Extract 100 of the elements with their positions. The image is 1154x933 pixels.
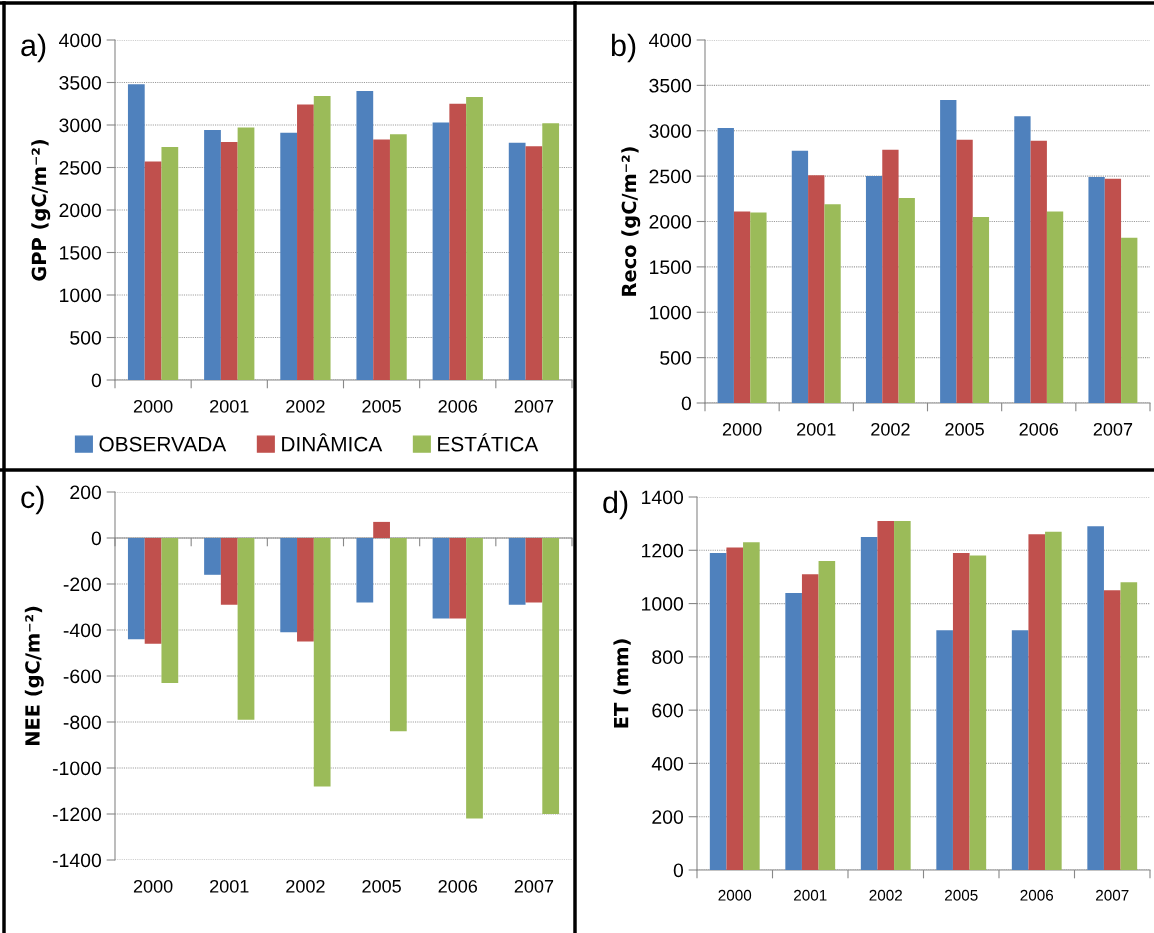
y-tick-label: -400 xyxy=(63,623,102,638)
chart-title: a) xyxy=(21,33,46,63)
bar xyxy=(791,150,809,403)
bar xyxy=(313,96,331,380)
y-tick-label: 4000 xyxy=(59,33,102,48)
x-tick-label: 2001 xyxy=(797,422,836,436)
y-tick-label: -1400 xyxy=(52,853,102,868)
bar xyxy=(1045,531,1062,870)
y-tick-label: 500 xyxy=(70,330,102,345)
x-tick-label: 2007 xyxy=(1096,889,1129,901)
bar xyxy=(449,103,467,380)
x-tick-label: 2000 xyxy=(133,399,173,413)
y-tick-label: 3500 xyxy=(649,78,692,93)
y-tick-label: 500 xyxy=(660,351,692,365)
bar xyxy=(808,175,825,403)
bar xyxy=(297,104,314,380)
bar xyxy=(1103,590,1121,870)
bar xyxy=(969,555,987,870)
y-tick-label: -1200 xyxy=(52,807,102,822)
bar xyxy=(882,149,899,403)
x-tick-label: 2006 xyxy=(438,399,478,413)
x-tick-label: 2005 xyxy=(362,399,401,413)
y-tick-label: -800 xyxy=(63,715,102,730)
y-tick-label: 1000 xyxy=(650,305,692,320)
bar xyxy=(237,127,255,380)
bar xyxy=(860,536,878,870)
bar xyxy=(144,161,162,380)
bar xyxy=(952,552,970,870)
bar xyxy=(717,128,734,403)
y-tick-label: -1000 xyxy=(52,761,102,776)
bar xyxy=(127,84,145,380)
bar xyxy=(801,574,819,870)
y-tick-label: -200 xyxy=(63,577,102,592)
bar xyxy=(972,216,990,403)
y-tick-label: 200 xyxy=(652,810,684,824)
y-tick-label: 2500 xyxy=(649,169,692,184)
y-axis-title: GPP (gC/m⁻²) xyxy=(31,140,51,281)
y-axis-title: Reco (gC/m⁻²) xyxy=(621,147,641,296)
bar xyxy=(733,211,751,403)
y-tick-label: 1000 xyxy=(642,597,684,611)
y-tick-label: 1000 xyxy=(60,288,102,303)
x-tick-label: 2002 xyxy=(871,422,910,436)
y-tick-label: 1500 xyxy=(650,260,692,275)
y-tick-label: 3500 xyxy=(59,75,102,90)
bar xyxy=(389,134,407,380)
x-tick-label: 2006 xyxy=(1019,422,1059,436)
x-tick-label: 2001 xyxy=(210,879,249,893)
bar xyxy=(936,630,953,870)
bar xyxy=(750,212,767,403)
bar xyxy=(877,520,895,870)
bar xyxy=(373,139,390,380)
bar xyxy=(432,122,450,380)
y-tick-label: 800 xyxy=(652,650,684,665)
bar xyxy=(1046,211,1064,403)
y-tick-label: 2000 xyxy=(59,203,102,218)
bar xyxy=(1088,177,1105,403)
bar xyxy=(1120,582,1138,870)
y-tick-label: 600 xyxy=(652,703,684,718)
y-tick-label: 4000 xyxy=(649,33,692,48)
y-tick-label: 200 xyxy=(70,485,102,500)
bar xyxy=(220,142,238,380)
bar xyxy=(466,96,483,380)
bar xyxy=(956,139,973,403)
bar xyxy=(356,91,374,380)
x-tick-label: 2005 xyxy=(362,879,401,893)
chart-title: d) xyxy=(603,490,628,520)
x-tick-label: 2001 xyxy=(794,889,827,901)
bar xyxy=(508,142,526,380)
x-tick-label: 2001 xyxy=(210,399,249,413)
chart-title: b) xyxy=(611,33,636,63)
bar xyxy=(1011,630,1029,870)
y-tick-label: 3000 xyxy=(59,118,102,133)
x-tick-label: 2002 xyxy=(286,399,325,413)
bar xyxy=(1014,116,1031,403)
bar xyxy=(1121,237,1138,403)
legend-label: ESTÁTICA xyxy=(438,433,539,452)
x-tick-label: 2005 xyxy=(945,422,984,436)
bar xyxy=(726,547,744,870)
bar xyxy=(1087,526,1104,870)
bar xyxy=(743,542,760,870)
bar xyxy=(1104,178,1122,403)
legend-label: DINÂMICA xyxy=(282,433,383,452)
y-tick-label: -600 xyxy=(63,669,102,684)
chart-title: c) xyxy=(21,485,44,515)
bar xyxy=(1028,534,1046,870)
x-tick-label: 2006 xyxy=(1020,889,1054,901)
y-tick-label: 2500 xyxy=(59,160,102,175)
bar xyxy=(898,197,915,403)
y-tick-label: 1400 xyxy=(642,490,684,505)
y-tick-label: 0 xyxy=(91,531,102,546)
y-tick-label: 0 xyxy=(91,373,102,388)
bar xyxy=(1030,140,1047,403)
y-tick-label: 1200 xyxy=(642,543,684,558)
x-tick-label: 2000 xyxy=(722,422,762,436)
y-tick-label: 2000 xyxy=(649,214,692,229)
x-tick-label: 2007 xyxy=(514,879,554,893)
y-tick-label: 1500 xyxy=(60,245,102,260)
bar xyxy=(161,147,179,380)
y-tick-label: 0 xyxy=(681,396,692,411)
y-axis-title: NEE (gC/m⁻²) xyxy=(24,606,44,746)
